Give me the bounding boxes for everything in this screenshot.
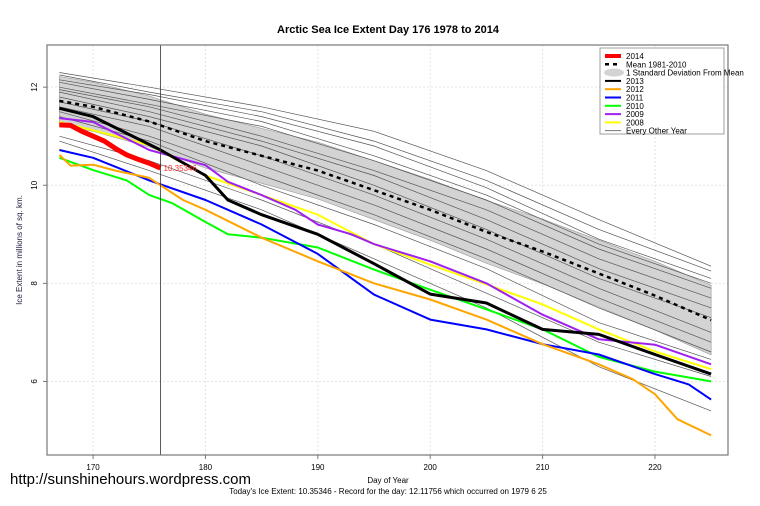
legend-label: 2012 — [626, 85, 644, 94]
legend-label: 2011 — [626, 94, 644, 103]
chart-subtitle: Today's Ice Extent: 10.35346 - Record fo… — [229, 487, 547, 496]
every-other-year-line — [59, 101, 712, 333]
y-tick-label: 8 — [30, 281, 39, 286]
y-tick-label: 12 — [30, 82, 39, 91]
series-2013 — [59, 106, 712, 376]
every-other-year-line — [59, 74, 712, 272]
legend-label: Mean 1981-2010 — [626, 60, 687, 69]
y-tick-label: 6 — [30, 379, 39, 384]
every-other-year-line — [59, 81, 712, 284]
every-other-year-line — [59, 91, 712, 309]
legend-label: 1 Standard Deviation From Mean — [626, 69, 744, 78]
series-2014 — [59, 122, 162, 171]
legend-swatch — [604, 68, 624, 77]
y-tick-label: 10 — [30, 180, 39, 189]
x-tick-label: 210 — [536, 463, 550, 472]
series-2010 — [59, 156, 712, 383]
every-other-year-line — [59, 79, 712, 279]
series-2009 — [59, 117, 712, 366]
every-other-year-line — [59, 106, 712, 343]
legend-label: Every Other Year — [626, 127, 687, 136]
y-axis-ticks: 6 8 10 12 — [30, 82, 47, 384]
x-tick-label: 220 — [648, 463, 662, 472]
year-series — [58, 106, 712, 437]
every-other-year-line — [59, 116, 712, 360]
y-axis-label: Ice Extent in millions of sq. km. — [15, 195, 24, 305]
legend-label: 2014 — [626, 52, 644, 61]
legend-box — [599, 47, 725, 135]
every-other-year-line — [59, 89, 712, 299]
chart-title: Arctic Sea Ice Extent Day 176 1978 to 20… — [277, 24, 500, 36]
every-other-year-line — [59, 86, 712, 289]
legend-label: 2009 — [626, 110, 644, 119]
series-2012 — [58, 154, 712, 437]
today-value-label: 10.35346 — [164, 164, 198, 173]
every-other-year-line — [59, 72, 712, 267]
legend-label: 2013 — [626, 77, 644, 86]
x-tick-label: 190 — [311, 463, 325, 472]
every-other-year-line — [59, 111, 712, 353]
x-tick-label: 180 — [199, 463, 213, 472]
legend-label: 2010 — [626, 102, 644, 111]
x-tick-label: 200 — [424, 463, 438, 472]
plot-frame — [46, 44, 729, 456]
legend-label: 2008 — [626, 118, 644, 127]
x-tick-label: 170 — [86, 463, 100, 472]
every-other-year-line — [59, 140, 712, 412]
x-axis-ticks: 170 180 190 200 210 220 — [86, 455, 662, 472]
watermark-url: http://sunshinehours.wordpress.com — [10, 471, 251, 488]
x-axis-label: Day of Year — [367, 476, 409, 485]
every-other-year-line — [59, 96, 712, 319]
